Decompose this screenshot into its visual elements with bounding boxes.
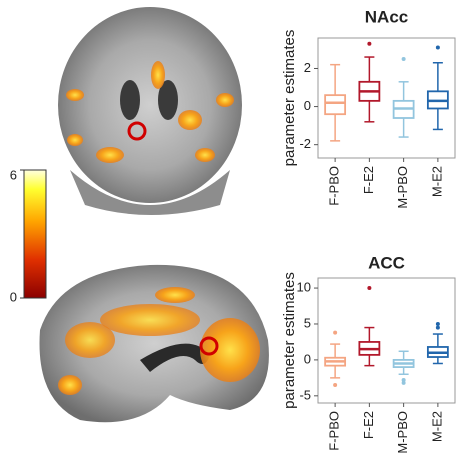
sagittal-brain xyxy=(39,264,269,423)
y-tick-label: 0 xyxy=(304,98,311,113)
y-tick-label: -2 xyxy=(299,136,311,151)
outlier xyxy=(401,380,406,385)
y-axis-label: parameter estimates xyxy=(281,272,298,409)
box xyxy=(324,94,347,116)
outlier xyxy=(435,321,440,326)
outlier xyxy=(333,383,338,388)
plot-frame xyxy=(317,277,456,404)
y-tick-label: 10 xyxy=(297,279,311,294)
x-tick-label: F-PBO xyxy=(327,411,342,451)
outlier xyxy=(367,286,372,291)
outlier xyxy=(333,330,338,335)
x-tick-label: F-E2 xyxy=(361,411,376,439)
x-tick-label: M-E2 xyxy=(429,166,444,197)
x-tick-label: F-E2 xyxy=(361,166,376,194)
colorbar-tick-label: 0 xyxy=(10,289,17,304)
x-tick-label: F-PBO xyxy=(327,166,342,206)
colorbar-tick-label: 6 xyxy=(10,167,17,182)
plot-frame xyxy=(317,37,456,159)
outlier xyxy=(401,378,406,383)
y-tick-label: -5 xyxy=(299,387,311,402)
colorbar xyxy=(23,169,47,299)
outlier xyxy=(401,56,406,61)
y-tick-label: 0 xyxy=(304,351,311,366)
outlier xyxy=(435,325,440,330)
outlier xyxy=(367,41,372,46)
x-tick-label: M-PBO xyxy=(395,411,410,454)
chart-title: ACC xyxy=(368,253,405,272)
y-axis-label: parameter estimates xyxy=(281,30,298,167)
outlier xyxy=(435,45,440,50)
x-tick-label: M-PBO xyxy=(395,166,410,209)
y-tick-label: 2 xyxy=(304,60,311,75)
x-tick-label: M-E2 xyxy=(429,411,444,442)
y-tick-label: 5 xyxy=(304,315,311,330)
chart-title: NAcc xyxy=(365,7,408,26)
coronal-brain xyxy=(58,7,242,215)
